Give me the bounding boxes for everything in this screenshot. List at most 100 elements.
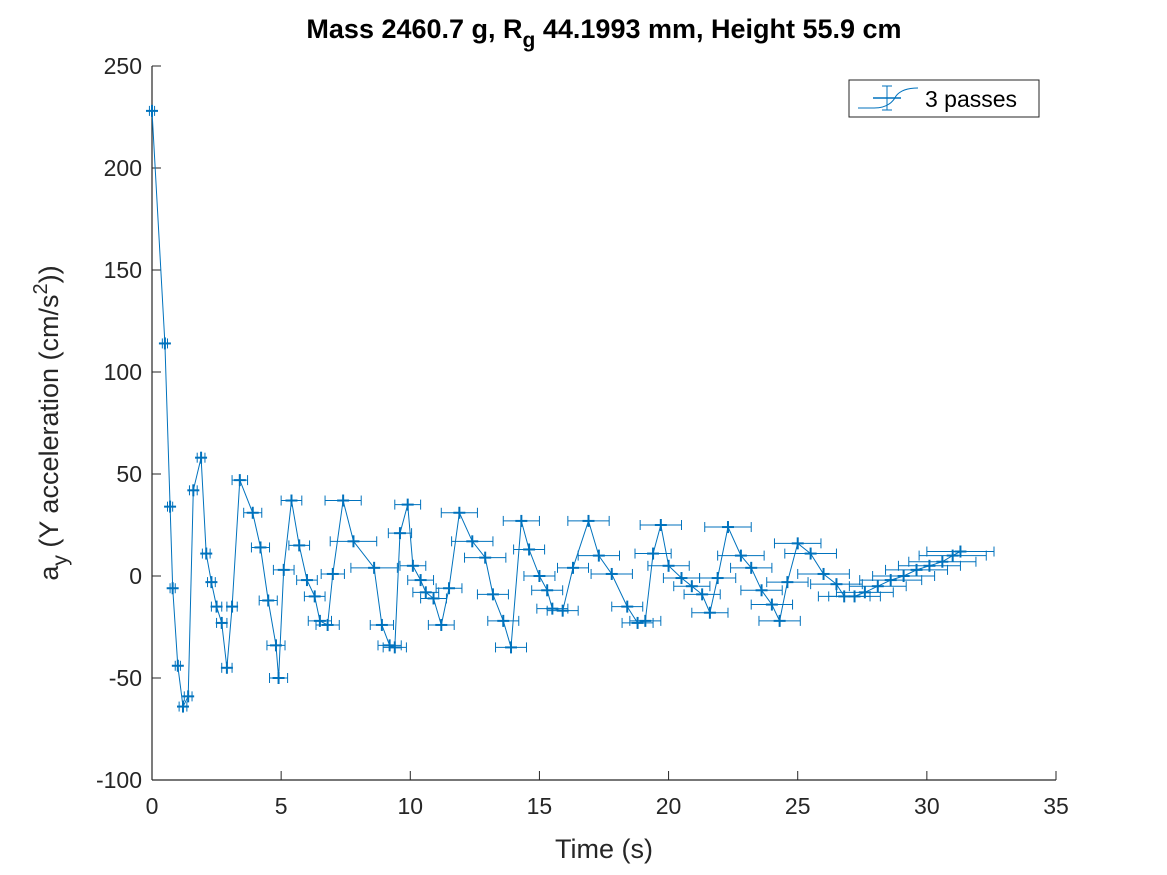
y-tick-label: 50 xyxy=(116,461,142,487)
y-axis-label-middle: (Y acceleration (cm/s xyxy=(34,294,64,555)
chart-title-prefix: Mass 2460.7 g, R xyxy=(306,14,522,44)
y-tick-label: 100 xyxy=(104,359,142,385)
y-tick-label: -100 xyxy=(96,767,142,793)
data-point xyxy=(246,506,259,519)
y-tick-label: 0 xyxy=(129,563,142,589)
data-point xyxy=(781,576,794,589)
data-point xyxy=(414,574,427,587)
x-tick-label: 25 xyxy=(785,793,811,819)
chart-title: Mass 2460.7 g, Rg 44.1993 mm, Height 55.… xyxy=(306,14,901,52)
series-line-3-passes xyxy=(151,110,961,709)
data-point xyxy=(262,594,275,607)
data-point xyxy=(300,574,313,587)
data-point xyxy=(269,639,282,652)
data-point xyxy=(711,572,724,585)
y-axis-label-a: a xyxy=(34,565,64,581)
data-point xyxy=(685,580,698,593)
data-point xyxy=(721,521,734,534)
y-tick-label: 200 xyxy=(104,155,142,181)
y-axis-label-subscript: y xyxy=(49,555,72,566)
data-point xyxy=(337,494,350,507)
data-point xyxy=(696,588,709,601)
data-point xyxy=(675,572,688,585)
data-point xyxy=(226,600,239,613)
y-axis-ticks: -100 -50 0 50 100 150 200 250 xyxy=(96,53,161,793)
data-point xyxy=(946,549,959,562)
data-point xyxy=(755,584,768,597)
data-point xyxy=(254,541,267,554)
data-point xyxy=(592,549,605,562)
chart-title-suffix: 44.1993 mm, Height 55.9 cm xyxy=(535,14,901,44)
data-point xyxy=(166,582,179,595)
legend-entry-label: 3 passes xyxy=(925,86,1017,112)
data-point xyxy=(910,563,923,576)
data-point xyxy=(393,527,406,540)
data-point xyxy=(479,551,492,564)
data-point xyxy=(205,576,218,589)
plot-area: 0 5 10 15 20 25 30 35 -100 -50 0 50 100 150 200 250 xyxy=(96,53,1069,819)
chart-title-subscript: g xyxy=(523,29,536,52)
y-tick-label: 250 xyxy=(104,53,142,79)
data-point xyxy=(523,543,536,556)
data-point xyxy=(621,600,634,613)
data-point xyxy=(936,555,949,568)
data-point xyxy=(176,700,189,713)
y-axis-label: ay (Y acceleration (cm/s2)) xyxy=(30,265,72,580)
data-point xyxy=(556,604,569,617)
data-point xyxy=(497,614,510,627)
data-point xyxy=(272,672,285,684)
data-point xyxy=(368,561,381,574)
data-point xyxy=(146,104,158,117)
data-point xyxy=(401,498,414,511)
data-point xyxy=(703,606,716,619)
data-point xyxy=(313,614,326,627)
legend: 3 passes xyxy=(848,79,1040,118)
data-point xyxy=(210,600,223,613)
legend-errorbar-icon xyxy=(858,85,919,111)
data-point xyxy=(546,602,559,615)
data-point xyxy=(293,539,306,552)
data-point xyxy=(884,574,897,587)
data-point xyxy=(848,590,861,603)
data-point xyxy=(406,559,419,572)
data-point xyxy=(662,559,675,572)
data-point xyxy=(375,618,388,631)
data-point xyxy=(804,547,817,560)
data-point xyxy=(164,500,177,513)
y-tick-label: 150 xyxy=(104,257,142,283)
data-point xyxy=(791,537,804,550)
y-axis-label-superscript: 2 xyxy=(30,283,52,294)
data-point xyxy=(171,659,184,672)
x-tick-label: 5 xyxy=(275,793,288,819)
data-point xyxy=(443,582,456,595)
data-point xyxy=(321,618,334,631)
data-point xyxy=(647,547,660,560)
y-tick-label: -50 xyxy=(109,665,142,691)
y-axis-label-end: )) xyxy=(34,265,64,283)
x-axis-label: Time (s) xyxy=(555,834,653,864)
data-point xyxy=(533,570,546,582)
data-point xyxy=(277,563,290,576)
data-point xyxy=(200,547,213,560)
data-point xyxy=(466,535,479,548)
data-markers xyxy=(146,104,967,713)
x-tick-label: 20 xyxy=(656,793,682,819)
data-point xyxy=(515,514,528,527)
data-point xyxy=(639,614,652,627)
data-point xyxy=(187,484,200,497)
data-point xyxy=(858,586,871,599)
x-tick-label: 10 xyxy=(397,793,423,819)
data-point xyxy=(582,514,595,527)
data-point xyxy=(954,545,967,558)
data-point xyxy=(308,590,321,603)
data-point xyxy=(871,580,884,593)
data-point xyxy=(435,618,448,631)
data-point xyxy=(897,570,910,582)
data-point xyxy=(215,616,228,629)
x-tick-label: 15 xyxy=(527,793,553,819)
data-point xyxy=(567,561,580,574)
data-point xyxy=(923,559,936,572)
data-point xyxy=(158,337,171,350)
data-point xyxy=(347,535,360,548)
